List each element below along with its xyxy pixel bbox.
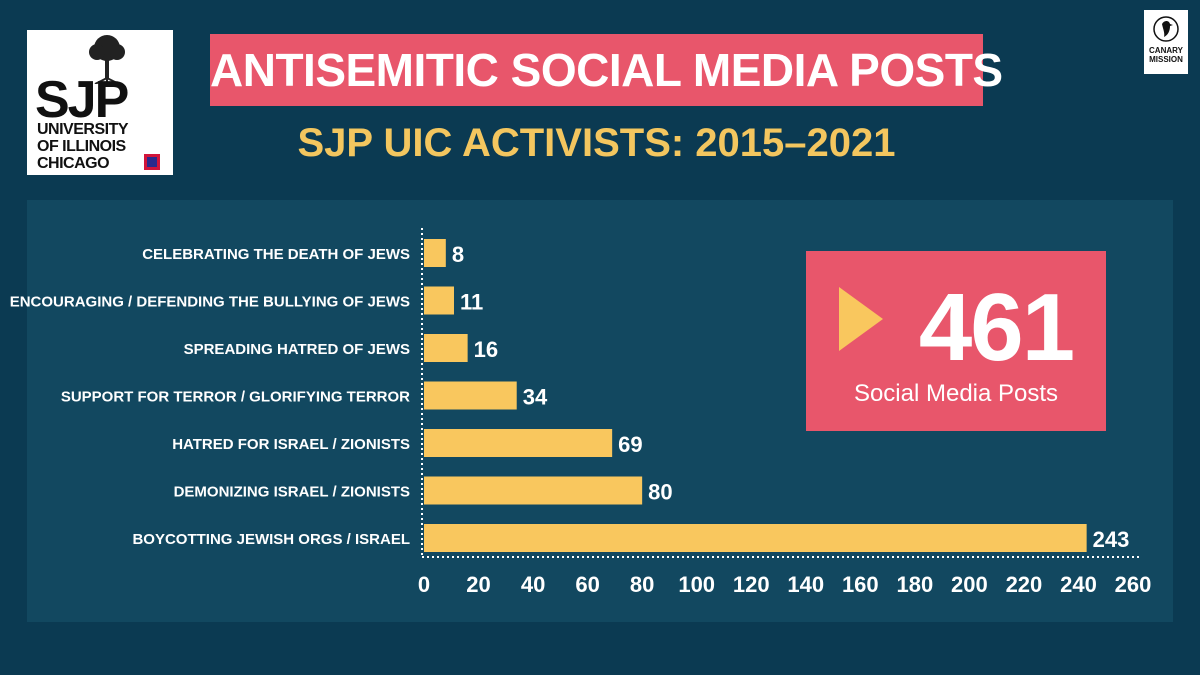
logo-line-3: CHICAGO <box>37 155 110 172</box>
x-tick-label: 260 <box>1115 572 1152 597</box>
category-label: CELEBRATING THE DEATH OF JEWS <box>142 246 410 263</box>
canary-bird-icon <box>1153 16 1179 42</box>
x-tick-label: 100 <box>678 572 715 597</box>
category-label: DEMONIZING ISRAEL / ZIONISTS <box>174 484 410 501</box>
bar <box>424 524 1087 552</box>
triangle-arrow-icon <box>839 287 883 351</box>
x-tick-label: 80 <box>630 572 654 597</box>
x-tick-label: 0 <box>418 572 430 597</box>
category-label: HATRED FOR ISRAEL / ZIONISTS <box>172 436 410 453</box>
x-tick-label: 120 <box>733 572 770 597</box>
value-label: 80 <box>648 480 672 505</box>
bar <box>424 381 517 410</box>
total-callout: 461 Social Media Posts <box>806 251 1106 431</box>
canary-line-2: MISSION <box>1149 55 1183 64</box>
tree-icon <box>89 35 125 84</box>
x-tick-label: 200 <box>951 572 988 597</box>
value-label: 11 <box>460 290 483 315</box>
value-label: 243 <box>1093 527 1130 552</box>
uic-mark-icon <box>144 154 160 170</box>
logo-line-2: OF ILLINOIS <box>37 138 126 155</box>
value-label: 8 <box>452 242 464 267</box>
bar <box>424 429 613 457</box>
x-tick-label: 220 <box>1006 572 1043 597</box>
value-label: 34 <box>523 385 548 410</box>
bar <box>424 286 454 315</box>
bar <box>424 239 446 267</box>
x-tick-label: 140 <box>787 572 824 597</box>
page-title: ANTISEMITIC SOCIAL MEDIA POSTS <box>210 34 1003 106</box>
value-label: 69 <box>618 432 642 457</box>
category-label: SPREADING HATRED OF JEWS <box>184 341 410 358</box>
logo-line-1: UNIVERSITY <box>37 121 129 138</box>
x-tick-label: 160 <box>842 572 879 597</box>
x-tick-label: 60 <box>575 572 599 597</box>
total-label: Social Media Posts <box>853 380 1059 407</box>
page-subtitle: SJP UIC ACTIVISTS: 2015–2021 <box>297 121 896 165</box>
category-label: SUPPORT FOR TERROR / GLORIFYING TERROR <box>61 389 410 406</box>
canary-mission-logo: CANARY MISSION <box>1144 10 1188 74</box>
x-tick-label: 180 <box>896 572 933 597</box>
sjp-uic-logo: SJP UNIVERSITY OF ILLINOIS CHICAGO <box>27 30 173 175</box>
category-label: ENCOURAGING / DEFENDING THE BULLYING OF … <box>10 294 410 311</box>
value-label: 16 <box>474 337 498 362</box>
x-tick-label: 240 <box>1060 572 1097 597</box>
category-label: BOYCOTTING JEWISH ORGS / ISRAEL <box>132 531 410 548</box>
bar <box>424 476 643 505</box>
total-count: 461 <box>918 274 1075 381</box>
x-tick-label: 20 <box>466 572 490 597</box>
canary-line-1: CANARY <box>1149 46 1183 55</box>
x-tick-label: 40 <box>521 572 545 597</box>
logo-wordmark: SJP <box>35 71 129 129</box>
bar <box>424 334 468 362</box>
